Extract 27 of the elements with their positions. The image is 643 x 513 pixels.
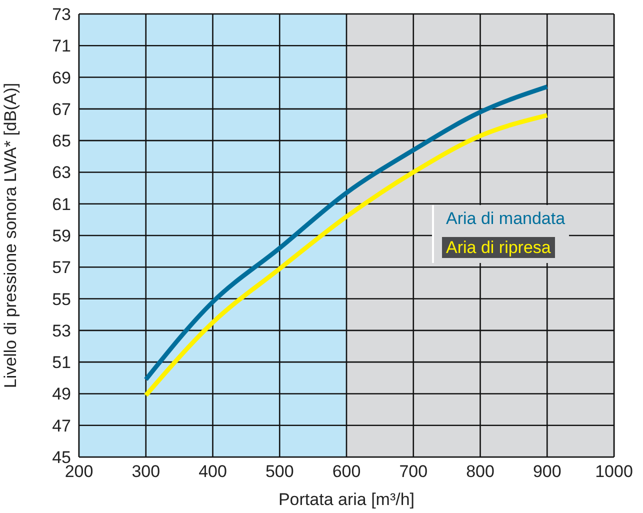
text: Aria di ripresa xyxy=(442,237,555,258)
x-tick-label: 400 xyxy=(198,462,227,482)
x-tick-label: 500 xyxy=(265,462,294,482)
text: Aria di mandata xyxy=(445,208,566,229)
x-tick-label: 800 xyxy=(466,462,494,482)
y-tick-label: 61 xyxy=(52,194,71,214)
y-tick-label: 51 xyxy=(52,353,71,372)
y-tick-label: 69 xyxy=(52,68,71,88)
y-tick-label: 65 xyxy=(52,132,71,151)
x-tick-label: 1000 xyxy=(595,462,633,482)
y-tick-label: 57 xyxy=(52,258,71,278)
y-tick-label: 73 xyxy=(52,5,71,24)
y-axis-title: Livello di pressione sonora LWA* [dB(A)] xyxy=(1,82,20,388)
y-tick-label: 71 xyxy=(52,36,71,56)
y-tick-label: 53 xyxy=(52,321,71,340)
x-tick-label: 700 xyxy=(399,462,428,482)
y-tick-label: 55 xyxy=(52,290,71,309)
x-tick-label: 300 xyxy=(132,462,160,482)
y-tick-label: 47 xyxy=(52,416,71,436)
y-tick-label: 49 xyxy=(52,384,71,404)
x-tick-label: 900 xyxy=(532,462,562,482)
y-tick-label: 67 xyxy=(52,100,71,119)
x-axis-title: Portata aria [m³/h] xyxy=(278,490,415,509)
y-tick-label: 63 xyxy=(52,163,71,182)
y-tick-label: 59 xyxy=(52,226,71,246)
x-tick-label: 200 xyxy=(64,462,94,482)
x-tick-label: 600 xyxy=(332,462,361,482)
